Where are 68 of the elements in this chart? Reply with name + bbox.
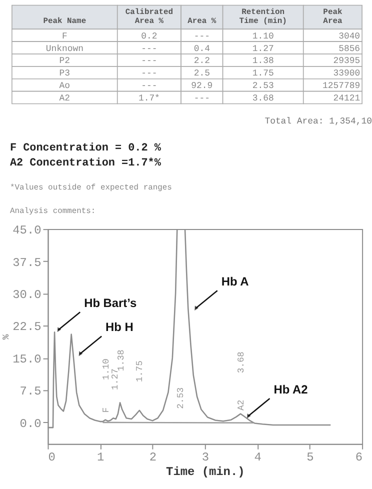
text: Analysis comments: xyxy=(10,207,96,216)
x-tick-label: 0 xyxy=(48,450,56,464)
text: 24121 xyxy=(333,93,360,104)
text: F xyxy=(62,31,68,42)
category-label: Retention Time (min) xyxy=(239,8,287,26)
text: 5856 xyxy=(338,44,360,54)
category-label: Peak Area xyxy=(323,8,342,26)
annotation: Hb Bart’s xyxy=(84,296,138,310)
text: 0.4 xyxy=(194,44,210,54)
text: 29395 xyxy=(333,56,360,66)
x-tick-label: 3 xyxy=(202,450,209,464)
text: A2 xyxy=(59,93,70,104)
text: 92.9 xyxy=(191,81,213,92)
text: *Values outside of expected ranges xyxy=(10,183,172,192)
text: 1.27 xyxy=(252,44,274,54)
y-tick-label: 22.5 xyxy=(12,320,42,334)
x-axis-title: Time (min.) xyxy=(166,465,245,480)
x-tick-label: 6 xyxy=(355,450,363,464)
text: A2 Concentration =1.7*% xyxy=(10,157,162,170)
annotation: 1.27 xyxy=(110,368,120,390)
text: 3040 xyxy=(338,31,360,42)
annotation: 1.10 xyxy=(101,358,112,380)
annotation: 1.75 xyxy=(135,360,146,382)
text: 1257789 xyxy=(322,81,360,92)
text: P3 xyxy=(59,68,70,79)
y-tick-label: 30.0 xyxy=(12,288,42,302)
y-tick-label: 0.0 xyxy=(20,416,42,431)
annotation: Hb A xyxy=(221,274,250,289)
category-label: Calibrated Area % xyxy=(125,8,174,26)
y-tick-label: 45.0 xyxy=(12,224,42,238)
y-tick-label: 15.0 xyxy=(12,352,42,366)
text: --- xyxy=(194,31,210,42)
text: F Concentration = 0.2 % xyxy=(10,142,162,154)
text: 2.53 xyxy=(252,81,274,92)
text: 1.75 xyxy=(252,68,274,79)
text: 1.7* xyxy=(138,93,160,104)
text: Total Area: 1,354,10 xyxy=(264,116,372,127)
text: --- xyxy=(141,56,158,66)
text: 3.68 xyxy=(252,93,274,104)
y-tick-label: 7.5 xyxy=(20,384,42,399)
text: Unknown xyxy=(46,44,84,54)
category-label: Area % xyxy=(188,17,216,26)
x-tick-label: 4 xyxy=(254,450,262,464)
text: --- xyxy=(141,81,158,92)
text: --- xyxy=(141,68,158,79)
category-label: Peak Name xyxy=(43,17,86,26)
text: --- xyxy=(194,93,210,104)
x-tick-label: 1 xyxy=(97,450,104,464)
text: --- xyxy=(141,44,158,54)
text: Ao xyxy=(59,81,70,92)
annotation: 2.53 xyxy=(176,387,186,409)
annotation: A2 xyxy=(236,400,247,410)
annotation: 3.68 xyxy=(236,352,247,374)
annotation: Hb H xyxy=(106,320,134,334)
text: 1.10 xyxy=(252,31,274,42)
annotation: Hb A2 xyxy=(274,382,308,397)
text: 2.5 xyxy=(194,68,210,79)
text: 1.38 xyxy=(252,56,274,66)
text: 0.2 xyxy=(141,31,158,42)
y-tick-label: 37.5 xyxy=(12,256,42,270)
text: 33900 xyxy=(333,68,360,79)
text: 2.2 xyxy=(194,56,210,66)
x-tick-label: 5 xyxy=(306,450,314,464)
y-axis-title: % xyxy=(2,334,12,340)
annotation: 1.38 xyxy=(116,350,126,372)
annotation: F xyxy=(101,407,112,413)
x-tick-label: 2 xyxy=(149,450,157,464)
text: P2 xyxy=(59,56,70,66)
